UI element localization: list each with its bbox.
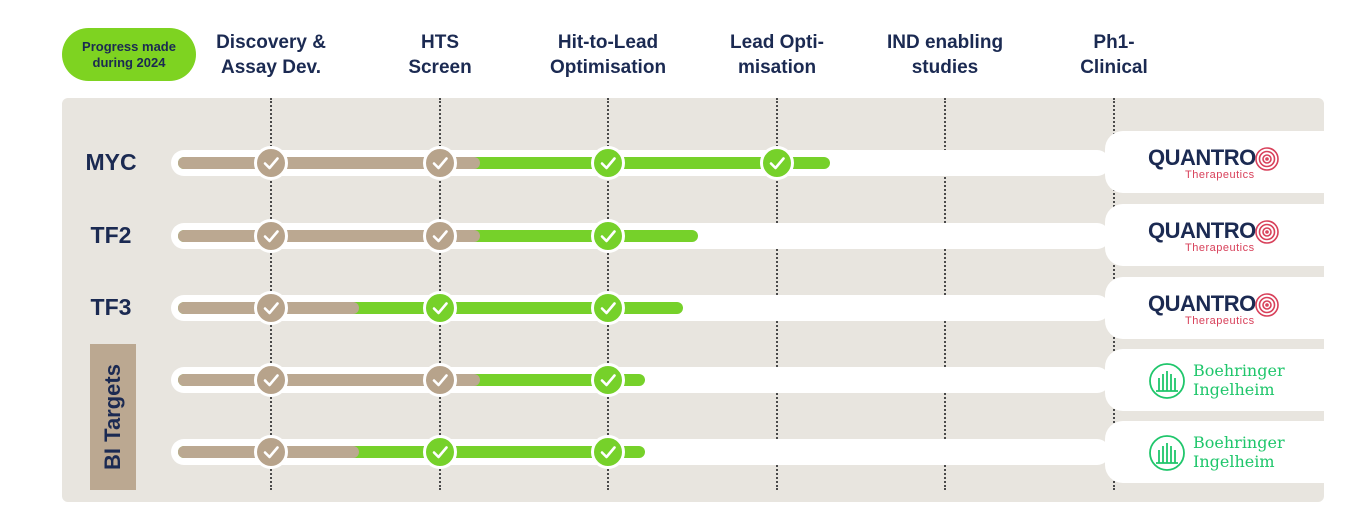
- row-label-myc: MYC: [85, 149, 137, 175]
- fingerprint-icon: [1255, 293, 1279, 317]
- checkmark-icon: [254, 291, 288, 325]
- checkmark-icon: [591, 363, 625, 397]
- checkmark-icon: [254, 146, 288, 180]
- checkmark-icon: [591, 146, 625, 180]
- building-icon: [1149, 363, 1185, 399]
- stage-label-ind-enabling: IND enabling studies: [886, 32, 1004, 78]
- group-label-box: BI Targets: [90, 344, 136, 490]
- stage-label-hit-to-lead: Hit-to-Lead Optimisation: [549, 32, 667, 78]
- group-label: BI Targets: [100, 364, 125, 470]
- partner-name: Boehringer Ingelheim: [1193, 361, 1285, 399]
- stage-divider: [776, 98, 778, 490]
- stage-divider: [944, 98, 946, 490]
- building-icon: [1149, 435, 1185, 471]
- partner-subname: Therapeutics: [1185, 315, 1255, 327]
- row-label-tf3: TF3: [90, 294, 132, 320]
- partner-name: QUANTRO: [1148, 218, 1256, 243]
- checkmark-icon: [591, 435, 625, 469]
- partner-logo-quantro: QUANTRO Therapeutics: [1105, 277, 1325, 339]
- checkmark-icon: [423, 435, 457, 469]
- partner-name: QUANTRO: [1148, 145, 1256, 170]
- checkmark-icon: [760, 146, 794, 180]
- partner-logo-quantro: QUANTRO Therapeutics: [1105, 204, 1325, 266]
- progress-bar-prior: [178, 157, 480, 169]
- fingerprint-icon: [1255, 220, 1279, 244]
- checkmark-icon: [591, 219, 625, 253]
- checkmark-icon: [423, 363, 457, 397]
- checkmark-icon: [591, 291, 625, 325]
- progress-badge: Progress made during 2024: [62, 28, 196, 81]
- row-label-tf2: TF2: [90, 222, 132, 248]
- stage-label-ph1-clinical: Ph1- Clinical: [1080, 32, 1148, 78]
- partner-logo-quantro: QUANTRO Therapeutics: [1105, 131, 1325, 193]
- partner-logo-boehringer: Boehringer Ingelheim: [1105, 421, 1325, 483]
- stage-label-lead-optimisation: Lead Opti- misation: [730, 32, 824, 78]
- partner-subname: Therapeutics: [1185, 242, 1255, 254]
- partner-logo-boehringer: Boehringer Ingelheim: [1105, 349, 1325, 411]
- checkmark-icon: [254, 363, 288, 397]
- checkmark-icon: [423, 291, 457, 325]
- progress-bar-prior: [178, 374, 480, 386]
- fingerprint-icon: [1255, 147, 1279, 171]
- stage-label-hts: HTS Screen: [408, 32, 472, 78]
- checkmark-icon: [254, 219, 288, 253]
- checkmark-icon: [254, 435, 288, 469]
- stage-label-discovery: Discovery & Assay Dev.: [216, 32, 326, 78]
- checkmark-icon: [423, 219, 457, 253]
- progress-bar-prior: [178, 230, 480, 242]
- partner-name: QUANTRO: [1148, 291, 1256, 316]
- partner-name: Boehringer Ingelheim: [1193, 433, 1285, 471]
- checkmark-icon: [423, 146, 457, 180]
- partner-subname: Therapeutics: [1185, 169, 1255, 181]
